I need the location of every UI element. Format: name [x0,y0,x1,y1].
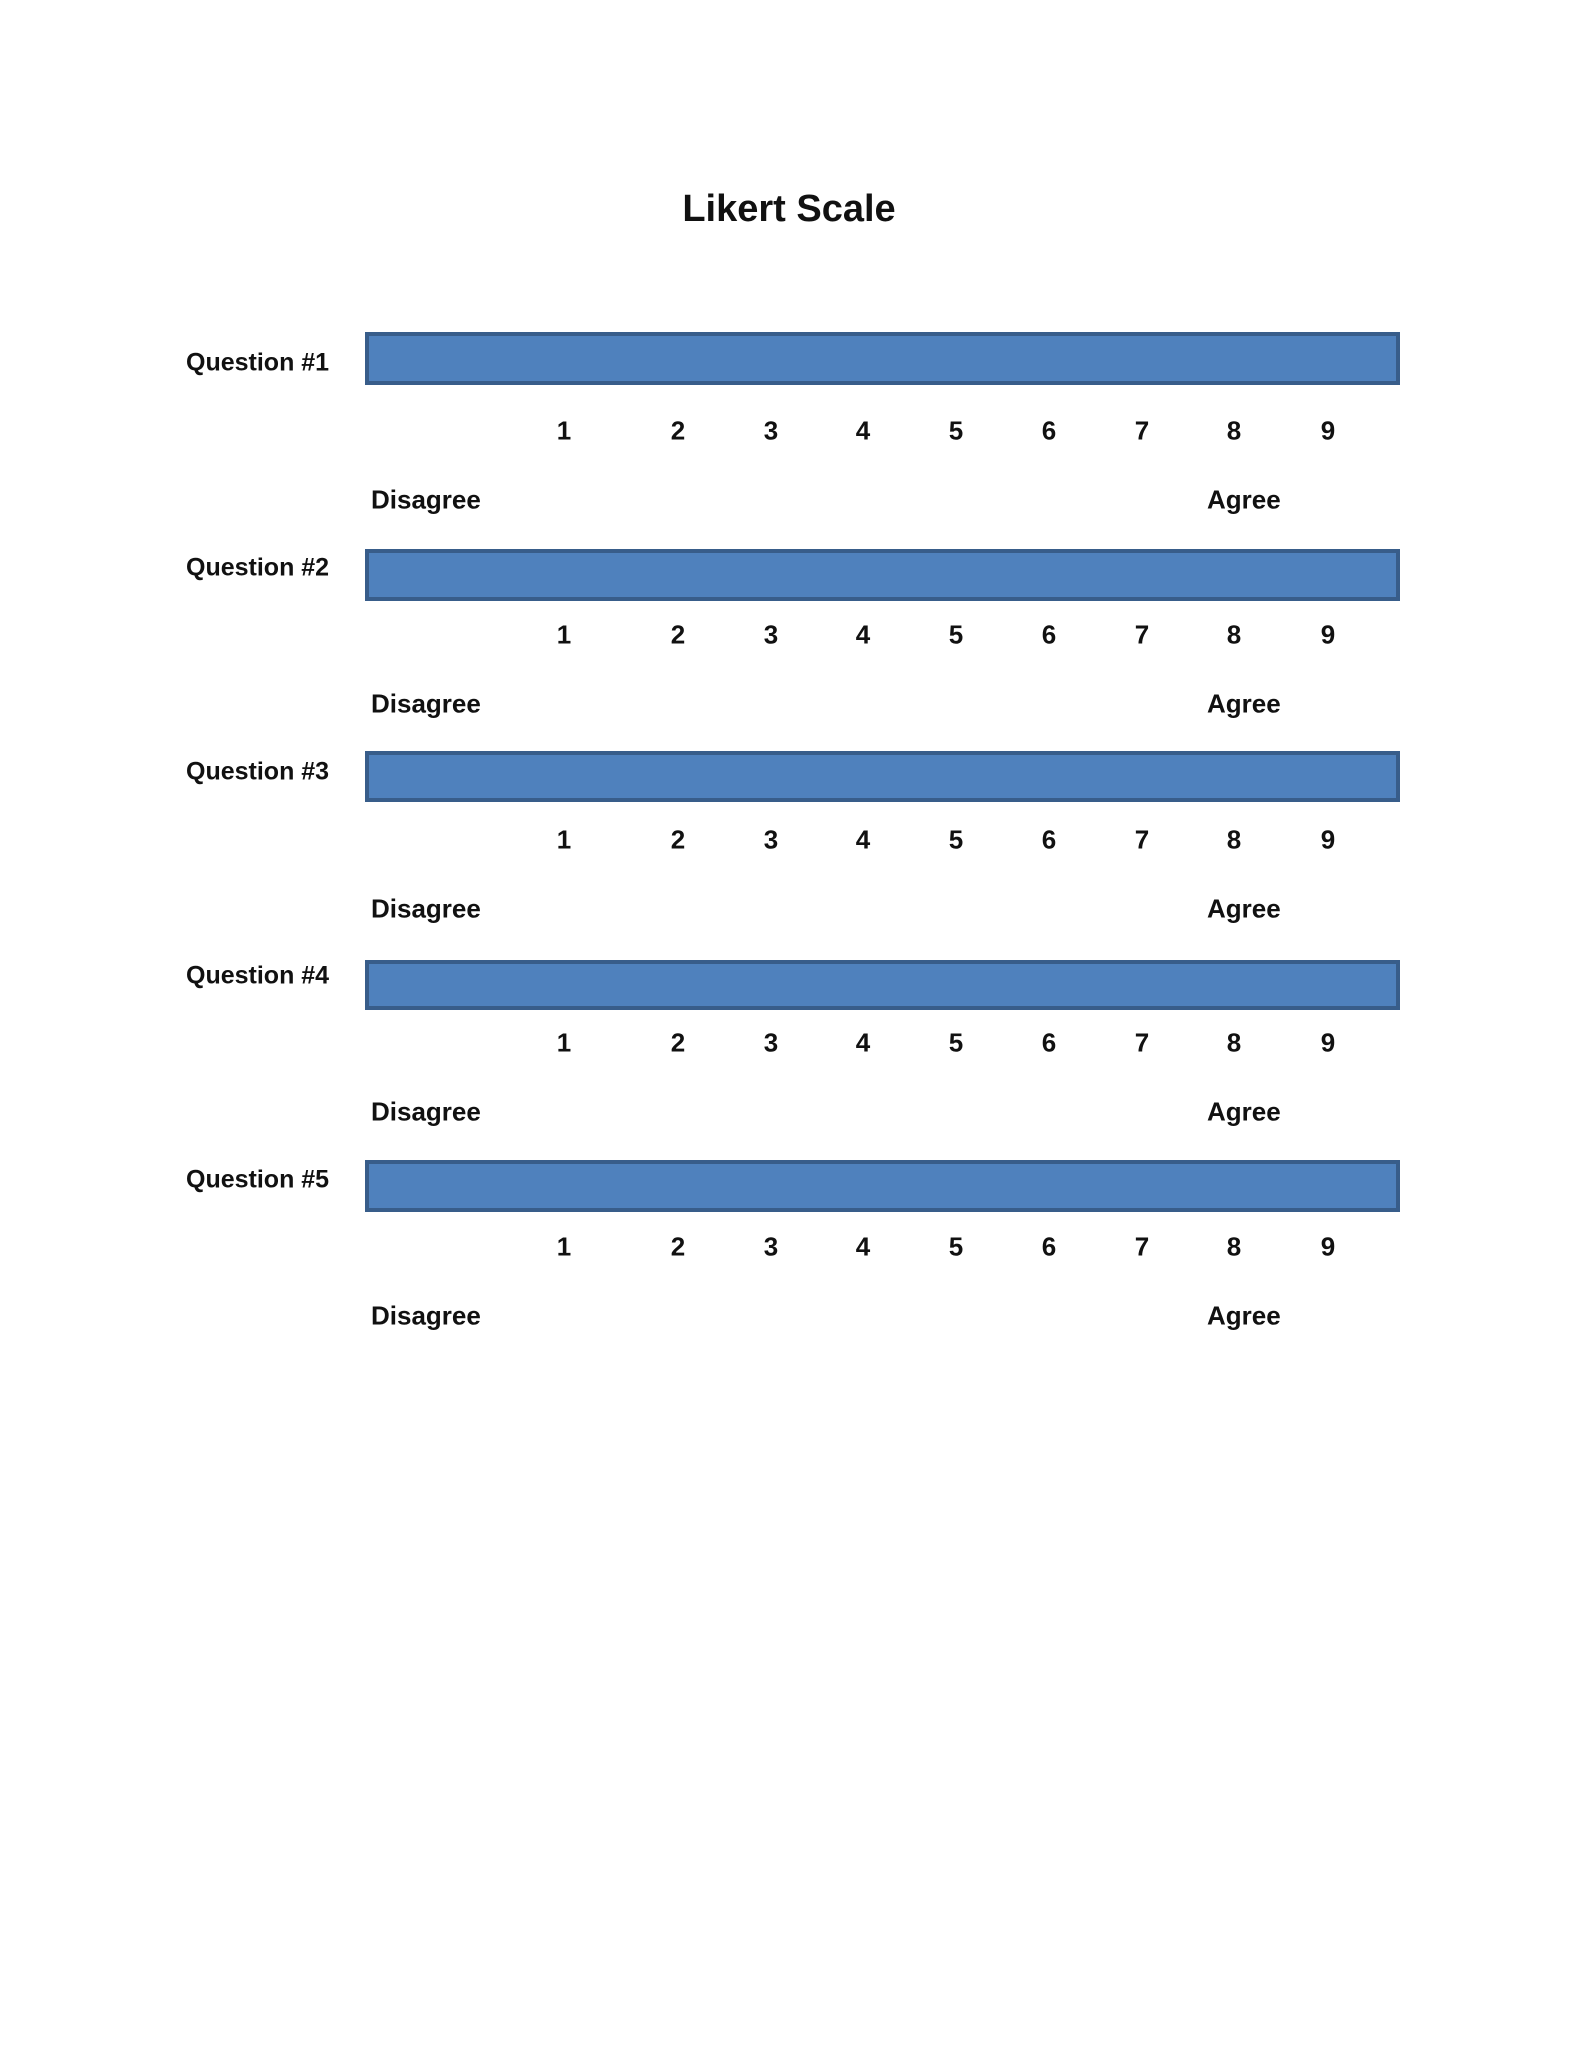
agree-label: Agree [1207,484,1281,515]
scale-number[interactable]: 2 [670,415,686,446]
scale-number[interactable]: 3 [763,619,779,650]
disagree-label: Disagree [371,688,481,719]
scale-number[interactable]: 4 [855,415,871,446]
scale-number[interactable]: 5 [948,1027,964,1058]
scale-number[interactable]: 9 [1320,1027,1336,1058]
scale-number[interactable]: 8 [1226,415,1242,446]
agree-label: Agree [1207,893,1281,924]
disagree-label: Disagree [371,893,481,924]
agree-label: Agree [1207,688,1281,719]
scale-number[interactable]: 5 [948,619,964,650]
scale-number[interactable]: 3 [763,415,779,446]
scale-number[interactable]: 5 [948,1231,964,1262]
scale-number[interactable]: 3 [763,824,779,855]
scale-number[interactable]: 3 [763,1027,779,1058]
question-label: Question #5 [186,1165,330,1194]
question-label: Question #2 [186,553,330,582]
disagree-label: Disagree [371,1096,481,1127]
disagree-label: Disagree [371,1300,481,1331]
question-label: Question #4 [186,961,330,990]
scale-number[interactable]: 7 [1134,415,1150,446]
scale-number[interactable]: 6 [1041,1027,1057,1058]
likert-bar[interactable] [365,1160,1400,1212]
scale-number[interactable]: 8 [1226,1231,1242,1262]
scale-number[interactable]: 5 [948,824,964,855]
likert-bar[interactable] [365,332,1400,385]
page-title: Likert Scale [682,188,896,230]
likert-bar[interactable] [365,751,1400,802]
question-label: Question #3 [186,757,330,786]
scale-number[interactable]: 2 [670,824,686,855]
scale-number[interactable]: 6 [1041,824,1057,855]
scale-number[interactable]: 4 [855,824,871,855]
scale-number[interactable]: 3 [763,1231,779,1262]
scale-number[interactable]: 1 [556,1027,572,1058]
scale-number[interactable]: 4 [855,1231,871,1262]
scale-number[interactable]: 1 [556,415,572,446]
scale-number[interactable]: 9 [1320,619,1336,650]
scale-number[interactable]: 4 [855,1027,871,1058]
scale-number[interactable]: 1 [556,824,572,855]
scale-number[interactable]: 8 [1226,1027,1242,1058]
scale-number[interactable]: 2 [670,1027,686,1058]
scale-number[interactable]: 2 [670,1231,686,1262]
agree-label: Agree [1207,1300,1281,1331]
likert-bar[interactable] [365,960,1400,1010]
agree-label: Agree [1207,1096,1281,1127]
scale-number[interactable]: 7 [1134,824,1150,855]
scale-number[interactable]: 8 [1226,824,1242,855]
question-label: Question #1 [186,348,330,377]
scale-number[interactable]: 6 [1041,1231,1057,1262]
likert-bar[interactable] [365,549,1400,601]
scale-number[interactable]: 4 [855,619,871,650]
scale-number[interactable]: 7 [1134,1027,1150,1058]
disagree-label: Disagree [371,484,481,515]
scale-number[interactable]: 9 [1320,1231,1336,1262]
scale-number[interactable]: 6 [1041,415,1057,446]
scale-number[interactable]: 7 [1134,1231,1150,1262]
scale-number[interactable]: 9 [1320,415,1336,446]
scale-number[interactable]: 2 [670,619,686,650]
scale-number[interactable]: 5 [948,415,964,446]
scale-number[interactable]: 9 [1320,824,1336,855]
scale-number[interactable]: 1 [556,619,572,650]
scale-number[interactable]: 1 [556,1231,572,1262]
scale-number[interactable]: 6 [1041,619,1057,650]
scale-number[interactable]: 7 [1134,619,1150,650]
scale-number[interactable]: 8 [1226,619,1242,650]
